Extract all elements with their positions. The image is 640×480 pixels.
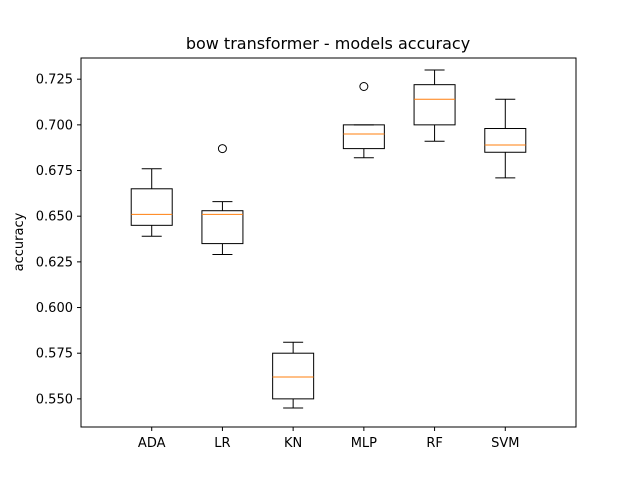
box <box>342 124 385 150</box>
axes-frame <box>80 57 577 428</box>
box <box>272 352 315 400</box>
outlier-point <box>359 81 369 91</box>
box-group <box>484 98 527 179</box>
box-group <box>342 81 385 159</box>
y-tick-label: 0.575 <box>36 347 73 362</box>
y-axis-label: accuracy <box>12 212 27 271</box>
box-group <box>130 168 173 237</box>
box <box>130 188 173 226</box>
box <box>413 84 456 126</box>
box <box>484 128 527 153</box>
x-tick-label: MLP <box>351 436 377 451</box>
y-tick-label: 0.725 <box>36 73 73 88</box>
y-tick-label: 0.550 <box>36 392 73 407</box>
x-tick-label: ADA <box>138 436 166 451</box>
y-tick-label: 0.600 <box>36 301 73 316</box>
y-tick-label: 0.650 <box>36 210 73 225</box>
x-tick-label: SVM <box>491 436 519 451</box>
x-tick-label: KN <box>284 436 302 451</box>
y-tick-label: 0.675 <box>36 164 73 179</box>
box-group <box>201 144 244 256</box>
chart-title: bow transformer - models accuracy <box>186 34 470 53</box>
box <box>201 210 244 245</box>
box-group <box>272 341 315 409</box>
plot-area: 0.550 0.575 0.600 0.625 0.650 0.675 0.700 0.725… <box>36 69 527 451</box>
x-tick-label: LR <box>214 436 230 451</box>
outlier-point <box>217 144 227 154</box>
y-tick-label: 0.700 <box>36 118 73 133</box>
y-tick-label: 0.625 <box>36 255 73 270</box>
box-group <box>413 69 456 142</box>
x-tick-label: RF <box>426 436 443 451</box>
